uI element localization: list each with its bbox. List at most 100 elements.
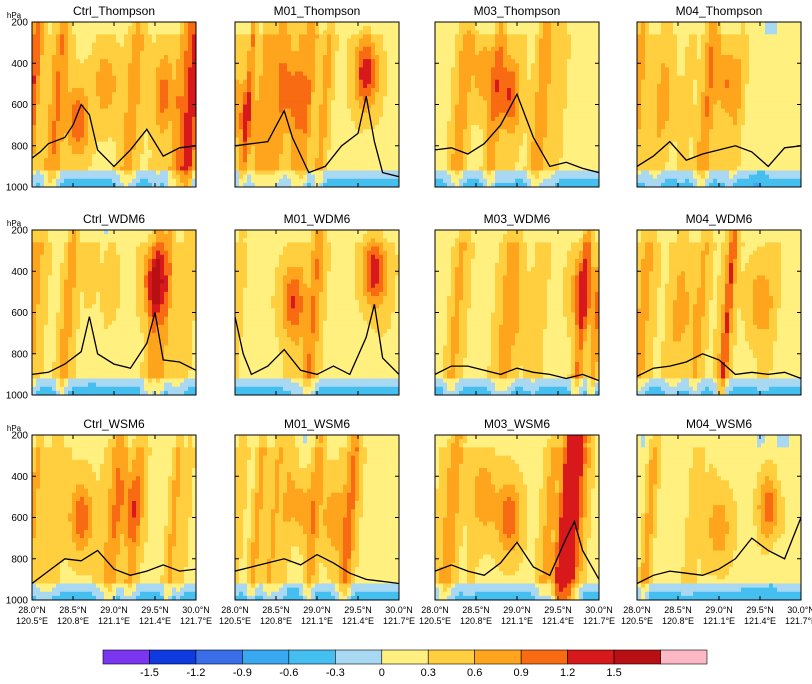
heatmap-cell (379, 55, 384, 60)
heatmap-cell (255, 55, 260, 60)
heatmap-cell (180, 76, 185, 81)
heatmap-cell (243, 39, 248, 44)
heatmap-cell (539, 105, 544, 110)
heatmap-cell (172, 133, 177, 138)
heatmap-cell (32, 47, 37, 52)
heatmap-cell (271, 51, 276, 56)
heatmap-cell (499, 150, 504, 155)
heatmap-cell (463, 30, 468, 35)
heatmap-cell (104, 125, 109, 130)
heatmap-cell (295, 51, 300, 56)
heatmap-cell (92, 96, 97, 101)
heatmap-cell (371, 154, 376, 159)
heatmap-cell (591, 133, 596, 138)
heatmap-cell (184, 158, 189, 163)
heatmap-cell (56, 129, 61, 134)
heatmap-cell (40, 142, 45, 147)
heatmap-cell (72, 34, 77, 39)
heatmap-cell (367, 47, 372, 52)
heatmap-cell (331, 43, 336, 48)
heatmap-cell (495, 142, 500, 147)
heatmap-cell (559, 121, 564, 126)
heatmap-cell (439, 55, 444, 60)
heatmap-cell (156, 22, 161, 27)
heatmap-cell (555, 88, 560, 93)
heatmap-cell (88, 88, 93, 93)
heatmap-cell (515, 72, 520, 77)
heatmap-cell (387, 39, 392, 44)
heatmap-cell (291, 109, 296, 114)
heatmap-cell (503, 67, 508, 72)
heatmap-cell (251, 80, 256, 85)
heatmap-cell (44, 39, 49, 44)
heatmap-cell (335, 109, 340, 114)
heatmap-cell (140, 39, 145, 44)
heatmap-cell (92, 158, 97, 163)
heatmap-cell (287, 76, 292, 81)
heatmap-cell (531, 121, 536, 126)
heatmap-cell (347, 76, 352, 81)
heatmap-cell (523, 72, 528, 77)
heatmap-cell (152, 121, 157, 126)
heatmap-cell (319, 22, 324, 27)
heatmap-cell (483, 158, 488, 163)
heatmap-cell (519, 47, 524, 52)
heatmap-cell (311, 162, 316, 167)
heatmap-cell (251, 22, 256, 27)
heatmap-cell (375, 47, 380, 52)
heatmap-cell (495, 26, 500, 31)
heatmap-cell (164, 142, 169, 147)
heatmap-cell (88, 72, 93, 77)
heatmap-cell (60, 51, 65, 56)
heatmap-cell (487, 34, 492, 39)
heatmap-cell (40, 171, 45, 176)
heatmap-cell (275, 67, 280, 72)
heatmap-cell (315, 80, 320, 85)
heatmap-cell (535, 34, 540, 39)
heatmap-cell (339, 96, 344, 101)
heatmap-cell (80, 84, 85, 89)
heatmap-cell (44, 51, 49, 56)
heatmap-cell (188, 105, 193, 110)
heatmap-cell (184, 154, 189, 159)
heatmap-cell (523, 138, 528, 143)
heatmap-cell (180, 72, 185, 77)
heatmap-cell (52, 63, 57, 68)
heatmap-cell (72, 84, 77, 89)
heatmap-cell (128, 125, 133, 130)
heatmap-cell (387, 129, 392, 134)
heatmap-cell (447, 113, 452, 118)
heatmap-cell (128, 39, 133, 44)
heatmap-cell (247, 162, 252, 167)
heatmap-cell (279, 138, 284, 143)
heatmap-cell (475, 84, 480, 89)
heatmap-cell (319, 171, 324, 176)
heatmap-cell (371, 88, 376, 93)
heatmap-cell (156, 100, 161, 105)
heatmap-cell (84, 162, 89, 167)
heatmap-cell (160, 109, 165, 114)
heatmap-cell (263, 39, 268, 44)
heatmap-cell (96, 179, 101, 184)
heatmap-cell (379, 105, 384, 110)
heatmap-cell (499, 76, 504, 81)
heatmap-cell (339, 63, 344, 68)
heatmap-cell (140, 59, 145, 64)
heatmap-cell (291, 154, 296, 159)
heatmap-cell (555, 109, 560, 114)
heatmap-cell (459, 179, 464, 184)
heatmap-cell (471, 162, 476, 167)
heatmap-cell (271, 162, 276, 167)
heatmap-cell (160, 34, 165, 39)
heatmap-cell (375, 96, 380, 101)
heatmap-cell (575, 30, 580, 35)
heatmap-cell (148, 39, 153, 44)
heatmap-cell (475, 154, 480, 159)
heatmap-cell (76, 142, 81, 147)
heatmap-cell (375, 138, 380, 143)
heatmap-cell (251, 100, 256, 105)
heatmap-cell (188, 162, 193, 167)
heatmap-cell (363, 34, 368, 39)
heatmap-cell (311, 34, 316, 39)
heatmap-cell (247, 76, 252, 81)
